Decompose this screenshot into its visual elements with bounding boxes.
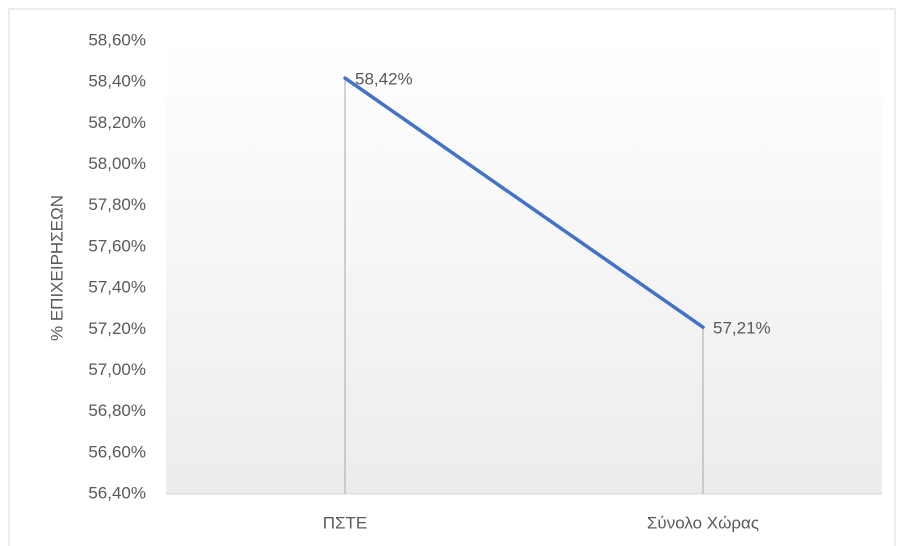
y-tick-label: 56,40% (88, 483, 146, 502)
y-tick-label: 57,40% (88, 278, 146, 297)
y-tick-label: 58,40% (88, 72, 146, 91)
y-tick-label: 56,80% (88, 401, 146, 420)
data-label: 57,21% (713, 319, 771, 338)
y-tick-label: 56,60% (88, 442, 146, 461)
data-line (343, 76, 705, 329)
y-tick-label: 57,00% (88, 360, 146, 379)
y-tick-label: 58,60% (88, 30, 146, 49)
y-tick-label: 57,80% (88, 195, 146, 214)
x-tick-label: ΠΣΤΕ (323, 513, 368, 532)
y-tick-label: 58,20% (88, 113, 146, 132)
y-tick-label: 57,20% (88, 319, 146, 338)
x-tick-label: Σύνολο Χώρας (647, 513, 759, 532)
data-label: 58,42% (355, 70, 413, 89)
plot-area (166, 41, 882, 494)
y-axis-label: % ΕΠΙΧΕΙΡΗΣΕΩΝ (47, 195, 66, 341)
y-tick-label: 58,00% (88, 154, 146, 173)
y-tick-label: 57,60% (88, 236, 146, 255)
